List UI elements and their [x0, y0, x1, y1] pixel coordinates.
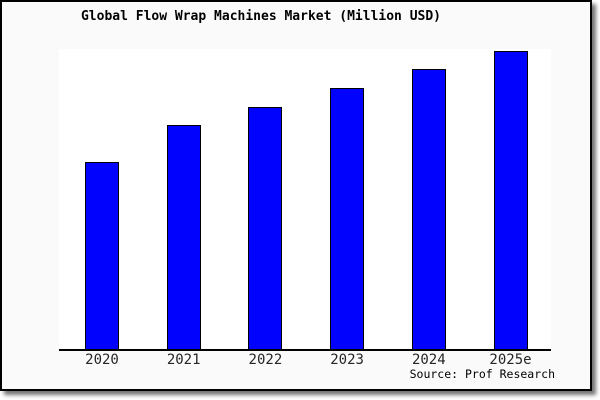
x-tick-label-2020: 2020	[85, 352, 119, 368]
x-tick-label-2025e: 2025e	[489, 352, 532, 368]
chart-figure: Global Flow Wrap Machines Market (Millio…	[0, 0, 592, 391]
x-tick-label-2023: 2023	[330, 352, 364, 368]
x-tick-label-2024: 2024	[411, 352, 446, 368]
chart-title: Global Flow Wrap Machines Market (Millio…	[80, 9, 442, 24]
bar-2021	[166, 125, 201, 349]
x-tick-label-2022: 2022	[248, 352, 283, 368]
x-axis-labels: 2020 2021 2022 2023 2024 2025e	[59, 353, 551, 369]
bar-2025e	[493, 50, 528, 349]
bar-2022	[248, 106, 283, 349]
x-tick-label-2021: 2021	[166, 352, 201, 368]
plot-area	[59, 49, 551, 351]
bar-2020	[85, 162, 119, 349]
source-credit: Source: Prof Research	[409, 367, 555, 381]
bar-2023	[330, 87, 365, 349]
bar-2024	[411, 69, 446, 349]
